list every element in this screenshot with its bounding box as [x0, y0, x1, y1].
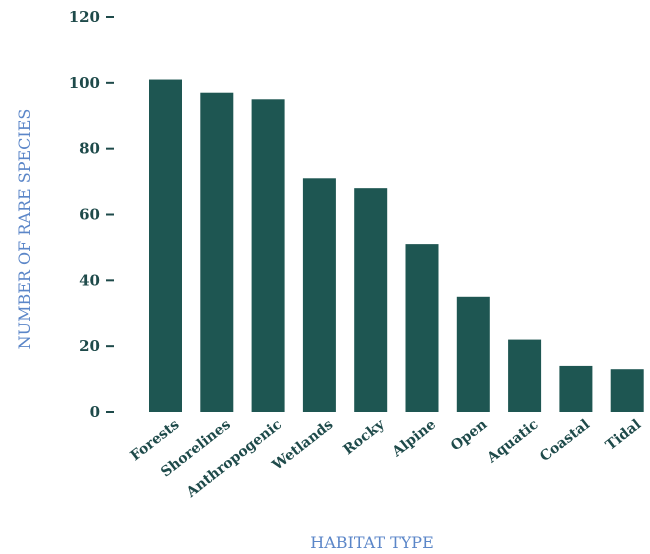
x-tick-label: Aquatic [483, 417, 541, 467]
y-tick-label: 100 [69, 74, 100, 92]
x-tick-label: Anthropogenic [183, 417, 285, 502]
y-tick-label: 20 [79, 337, 100, 355]
bar-coastal [559, 365, 593, 412]
bar-aquatic [508, 339, 542, 412]
x-axis-title: HABITAT TYPE [310, 533, 434, 552]
x-tick-label: Tidal [603, 417, 644, 454]
y-tick-label: 0 [90, 403, 100, 421]
x-tick-label: Open [448, 417, 490, 455]
bar-open [456, 296, 490, 412]
x-tick-label: Rocky [341, 416, 389, 458]
bar-anthropogenic [251, 99, 285, 413]
bars [149, 79, 644, 413]
x-tick-label: Coastal [537, 417, 593, 465]
y-axis-title: NUMBER OF RARE SPECIES [15, 109, 34, 350]
y-tick-label: 40 [79, 271, 100, 289]
bar-shorelines [200, 92, 234, 412]
y-tick-label: 80 [79, 140, 100, 158]
y-axis: 0 20 40 60 80 100 120 [69, 8, 114, 421]
y-tick-label: 120 [69, 8, 100, 26]
bar-forests [149, 79, 182, 413]
bar-alpine [405, 244, 439, 412]
bar-wetlands [302, 178, 336, 412]
x-tick-label: Alpine [389, 416, 439, 460]
y-tick-label: 60 [79, 206, 100, 224]
bar-rocky [354, 188, 388, 412]
bar-tidal [610, 369, 644, 412]
